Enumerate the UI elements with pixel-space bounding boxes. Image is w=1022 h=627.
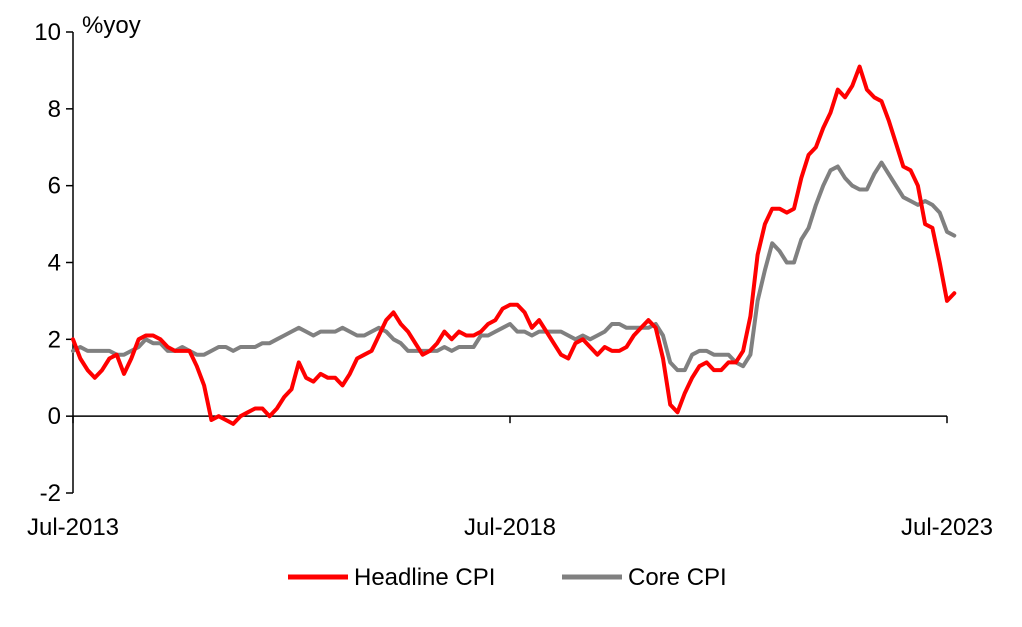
series-layer bbox=[71, 64, 957, 426]
y-tick-label: -2 bbox=[40, 480, 61, 507]
y-axis-unit-label: %yoy bbox=[82, 12, 141, 39]
y-tick-label: 6 bbox=[48, 173, 61, 200]
y-tick-label: 10 bbox=[34, 19, 61, 46]
y-tick-label: 0 bbox=[48, 403, 61, 430]
y-tick-label: 8 bbox=[48, 96, 61, 123]
legend-label-core-cpi: Core CPI bbox=[628, 564, 727, 591]
x-tick-label: Jul-2013 bbox=[27, 514, 119, 541]
x-tick-label: Jul-2023 bbox=[901, 514, 993, 541]
y-tick-label: 2 bbox=[48, 326, 61, 353]
legend-label-headline-cpi: Headline CPI bbox=[354, 564, 495, 591]
series-line-core-cpi bbox=[71, 160, 957, 373]
series-line-headline-cpi bbox=[71, 64, 957, 426]
x-tick-label: Jul-2018 bbox=[464, 514, 556, 541]
y-tick-label: 4 bbox=[48, 250, 61, 277]
legend: Headline CPI Core CPI bbox=[288, 564, 727, 591]
axes: -2 0 2 4 6 8 10 Jul-2013 Jul-2018 Jul-2023 bbox=[27, 19, 993, 541]
